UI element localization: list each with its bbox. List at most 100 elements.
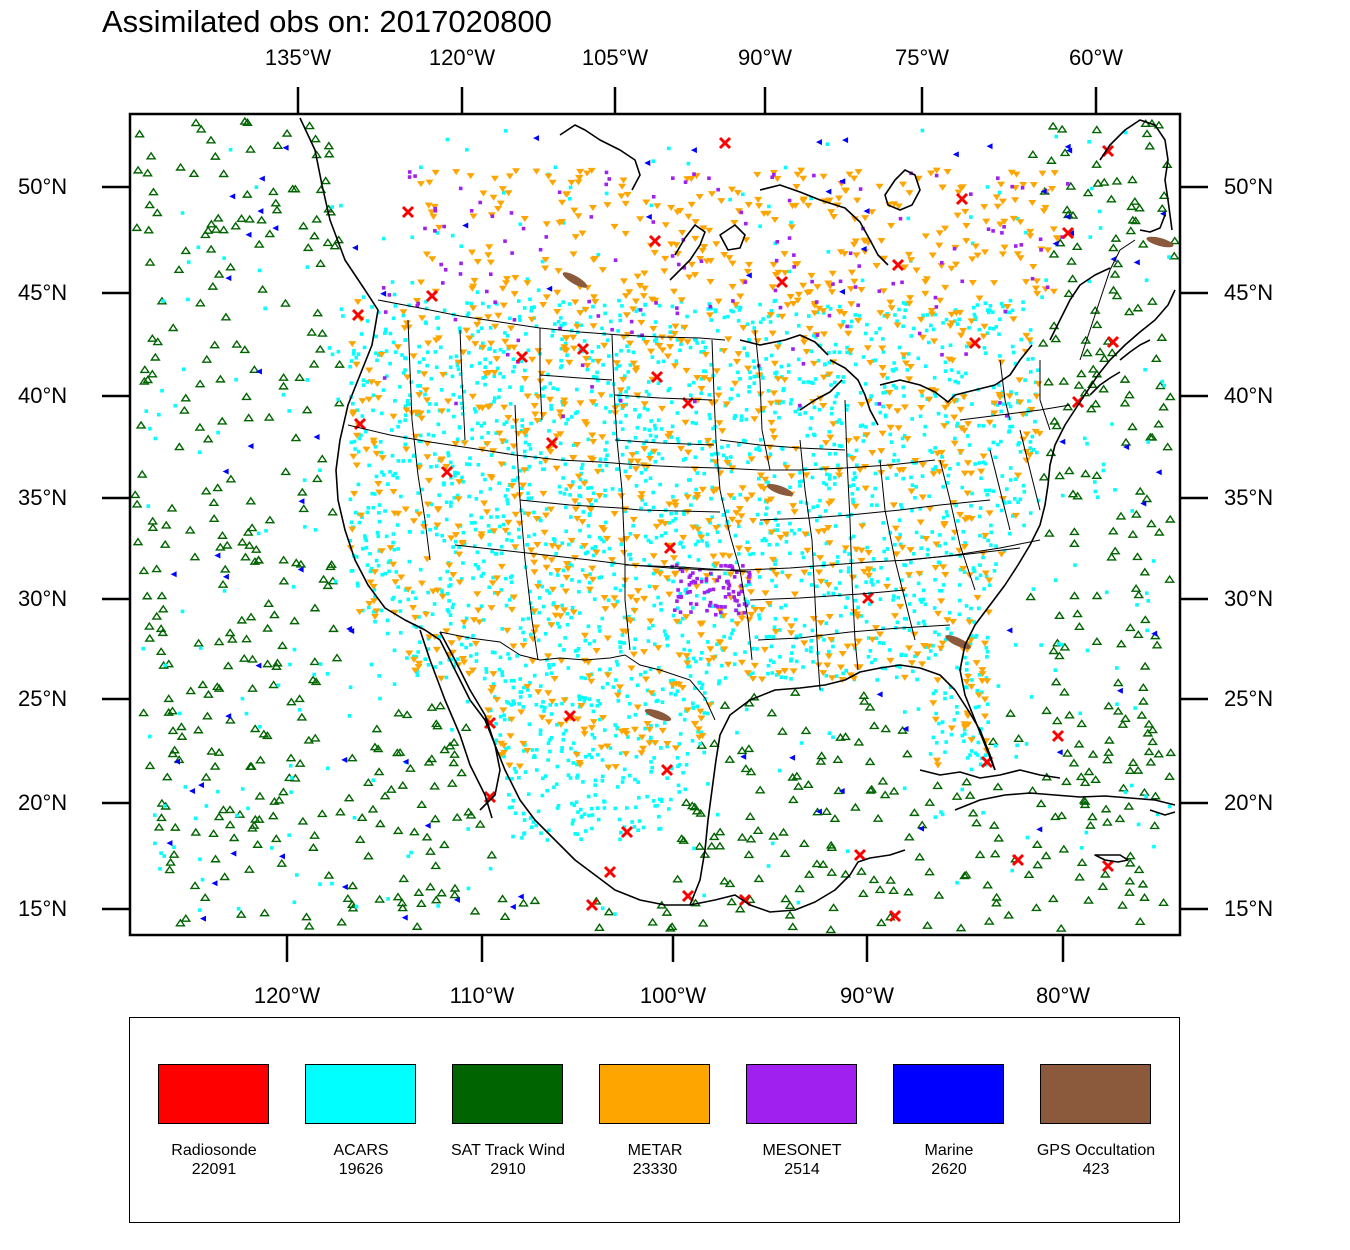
metar-marker <box>553 309 562 316</box>
acars-marker <box>702 750 707 755</box>
acars-marker <box>498 371 502 376</box>
sat-wind-marker <box>215 542 226 551</box>
metar-marker <box>843 643 852 650</box>
sat-wind-marker <box>311 214 323 223</box>
mesonet-marker <box>640 333 644 338</box>
acars-marker <box>520 836 524 840</box>
metar-marker <box>633 458 642 465</box>
acars-marker <box>569 746 573 751</box>
acars-marker <box>434 365 439 370</box>
metar-marker <box>679 534 688 541</box>
acars-marker <box>1036 368 1040 373</box>
legend-label: Radiosonde <box>171 1142 257 1159</box>
acars-marker <box>1087 279 1092 284</box>
metar-marker <box>947 265 956 272</box>
acars-marker <box>647 392 651 397</box>
acars-marker <box>423 657 428 661</box>
acars-marker <box>655 723 659 728</box>
acars-marker <box>946 473 951 478</box>
acars-marker <box>418 390 423 394</box>
acars-marker <box>438 576 443 581</box>
metar-marker <box>671 570 680 577</box>
acars-marker <box>510 478 515 483</box>
metar-marker <box>956 309 965 316</box>
metar-marker <box>821 440 830 447</box>
acars-marker <box>633 637 638 642</box>
acars-marker <box>618 391 623 395</box>
acars-marker <box>538 732 543 736</box>
metar-marker <box>911 457 920 464</box>
acars-marker <box>560 701 564 706</box>
acars-marker <box>551 386 556 390</box>
metar-marker <box>857 557 866 564</box>
metar-marker <box>556 613 565 620</box>
metar-marker <box>580 632 589 639</box>
acars-marker <box>552 322 557 326</box>
metar-marker <box>690 720 699 727</box>
acars-marker <box>651 571 656 576</box>
metar-marker <box>683 339 692 346</box>
acars-marker <box>954 503 958 508</box>
acars-marker <box>475 381 480 385</box>
acars-marker <box>505 776 509 780</box>
acars-marker <box>851 501 855 505</box>
acars-marker <box>616 403 620 407</box>
metar-marker <box>797 167 806 174</box>
acars-marker <box>471 576 475 580</box>
metar-marker <box>577 702 586 709</box>
metar-marker <box>790 509 799 516</box>
acars-marker <box>757 497 762 502</box>
acars-marker <box>158 867 162 871</box>
acars-marker <box>654 434 659 439</box>
metar-marker <box>737 615 746 622</box>
metar-marker <box>428 256 437 263</box>
marine-marker <box>199 915 206 922</box>
metar-marker <box>941 225 950 232</box>
acars-marker <box>822 638 826 642</box>
sat-wind-marker <box>170 822 181 831</box>
metar-marker <box>1007 169 1016 176</box>
metar-marker <box>437 675 446 682</box>
acars-marker <box>436 326 441 331</box>
sat-wind-marker <box>161 772 173 781</box>
metar-marker <box>687 261 696 268</box>
sat-wind-marker <box>1027 150 1039 158</box>
acars-marker <box>526 534 531 539</box>
metar-marker <box>943 168 952 175</box>
mesonet-marker <box>770 175 775 180</box>
metar-marker <box>917 316 926 323</box>
acars-marker <box>837 581 842 585</box>
metar-marker <box>732 510 741 517</box>
acars-marker <box>865 322 869 327</box>
sat-wind-marker <box>328 624 339 633</box>
acars-marker <box>991 489 996 493</box>
sat-wind-marker <box>850 802 861 811</box>
sat-wind-marker <box>1108 243 1119 252</box>
sat-wind-marker <box>1080 469 1091 478</box>
marine-marker <box>1133 259 1140 266</box>
acars-marker <box>905 368 910 372</box>
acars-marker <box>558 490 563 495</box>
acars-marker <box>930 450 935 455</box>
acars-marker <box>432 602 437 606</box>
acars-marker <box>235 813 239 818</box>
acars-marker <box>612 431 616 436</box>
acars-marker <box>1146 599 1151 603</box>
acars-marker <box>589 703 594 707</box>
sat-wind-marker <box>219 872 230 881</box>
sat-wind-marker <box>439 745 450 754</box>
metar-marker <box>1032 393 1041 400</box>
acars-marker <box>465 301 469 305</box>
metar-marker <box>689 524 698 531</box>
acars-marker <box>547 828 551 833</box>
mesonet-marker <box>687 575 692 579</box>
metar-marker <box>905 376 914 383</box>
acars-marker <box>991 440 996 445</box>
acars-marker <box>849 611 854 616</box>
acars-marker <box>595 704 600 708</box>
acars-marker <box>504 439 509 444</box>
metar-marker <box>585 673 594 680</box>
acars-marker <box>713 451 718 456</box>
metar-marker <box>1011 512 1020 519</box>
metar-marker <box>709 655 718 662</box>
